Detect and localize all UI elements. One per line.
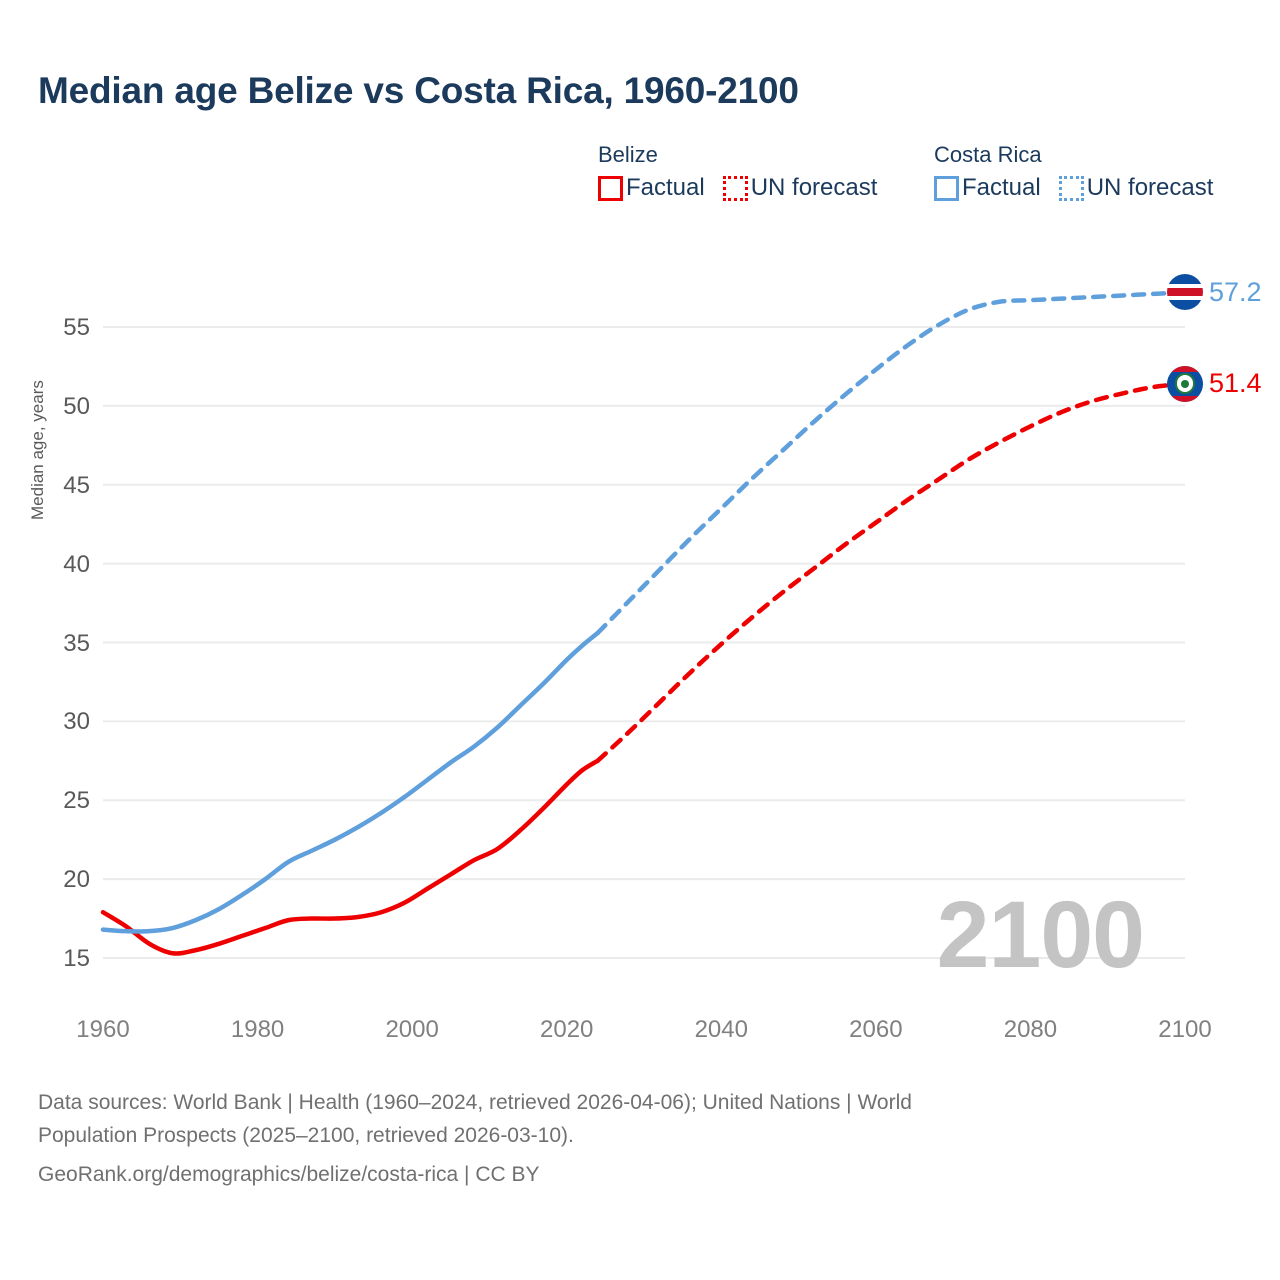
y-tick-label: 30 bbox=[63, 708, 90, 736]
chart-legend: Belize Factual UN forecast Costa Rica Fa… bbox=[598, 142, 1258, 222]
series-line-belize-forecast bbox=[595, 381, 1188, 764]
y-axis-ticks: 15 20 25 30 35 40 45 50 55 bbox=[20, 0, 90, 1280]
legend-label-belize-factual: Factual bbox=[626, 174, 705, 201]
legend-country-costa-rica: Costa Rica bbox=[934, 142, 1042, 167]
x-tick-label: 2080 bbox=[1003, 1016, 1058, 1043]
legend-item-belize-forecast[interactable]: UN forecast bbox=[722, 174, 878, 202]
y-tick-label: 45 bbox=[63, 471, 90, 499]
footer: Data sources: World Bank | Health (1960–… bbox=[38, 1086, 1218, 1191]
footer-line-1: Data sources: World Bank | Health (1960–… bbox=[38, 1091, 912, 1114]
page-title: Median age Belize vs Costa Rica, 1960-21… bbox=[38, 70, 799, 111]
x-tick-label: 2020 bbox=[540, 1016, 594, 1043]
end-value-belize: 51.4 bbox=[1209, 368, 1262, 399]
series-line-costa-rica-forecast bbox=[595, 290, 1188, 636]
x-tick-label: 2100 bbox=[1158, 1016, 1212, 1043]
x-tick-label: 2040 bbox=[694, 1016, 748, 1043]
x-tick-label: 2000 bbox=[385, 1016, 439, 1043]
legend-swatch-dotted-icon bbox=[722, 175, 748, 201]
legend-swatch-solid-icon bbox=[598, 175, 623, 201]
x-tick-label: 2060 bbox=[849, 1016, 903, 1043]
legend-group-belize: Belize Factual UN forecast bbox=[598, 142, 895, 202]
y-tick-label: 35 bbox=[63, 629, 90, 657]
series-line-costa-rica-factual bbox=[100, 630, 600, 934]
legend-item-belize-factual[interactable]: Factual bbox=[598, 174, 705, 202]
footer-line-3[interactable]: GeoRank.org/demographics/belize/costa-ri… bbox=[38, 1163, 540, 1186]
y-tick-label: 25 bbox=[63, 787, 90, 815]
legend-group-costa-rica: Costa Rica Factual UN forecast bbox=[934, 142, 1231, 202]
end-label-costa-rica: 57.2 bbox=[1167, 274, 1262, 311]
costa-rica-flag-icon bbox=[1167, 274, 1203, 311]
legend-swatch-dotted-icon bbox=[1058, 175, 1084, 201]
x-tick-label: 1980 bbox=[230, 1016, 285, 1043]
footer-line-2: Population Prospects (2025–2100, retriev… bbox=[38, 1124, 574, 1147]
legend-label-costa-rica-factual: Factual bbox=[962, 174, 1041, 201]
belize-flag-icon bbox=[1167, 365, 1203, 402]
legend-item-costa-rica-forecast[interactable]: UN forecast bbox=[1058, 174, 1214, 202]
legend-country-belize: Belize bbox=[598, 142, 658, 167]
y-tick-label: 40 bbox=[63, 550, 90, 578]
x-axis-ticks: 1960 1980 2000 2020 2040 2060 2080 2100 bbox=[0, 1016, 1280, 1056]
x-tick-label: 1960 bbox=[76, 1016, 130, 1043]
y-tick-label: 15 bbox=[63, 945, 90, 972]
series-line-belize-factual bbox=[100, 758, 600, 956]
year-watermark: 2100 bbox=[936, 882, 1145, 988]
legend-swatch-solid-icon bbox=[934, 175, 959, 201]
y-tick-label: 50 bbox=[63, 392, 90, 420]
y-tick-label: 55 bbox=[63, 314, 90, 341]
y-tick-label: 20 bbox=[63, 866, 90, 894]
end-value-costa-rica: 57.2 bbox=[1209, 276, 1262, 307]
end-label-belize: 51.4 bbox=[1167, 365, 1262, 402]
legend-item-costa-rica-factual[interactable]: Factual bbox=[934, 174, 1041, 202]
legend-label-costa-rica-forecast: UN forecast bbox=[1086, 174, 1214, 201]
legend-label-belize-forecast: UN forecast bbox=[750, 174, 878, 201]
